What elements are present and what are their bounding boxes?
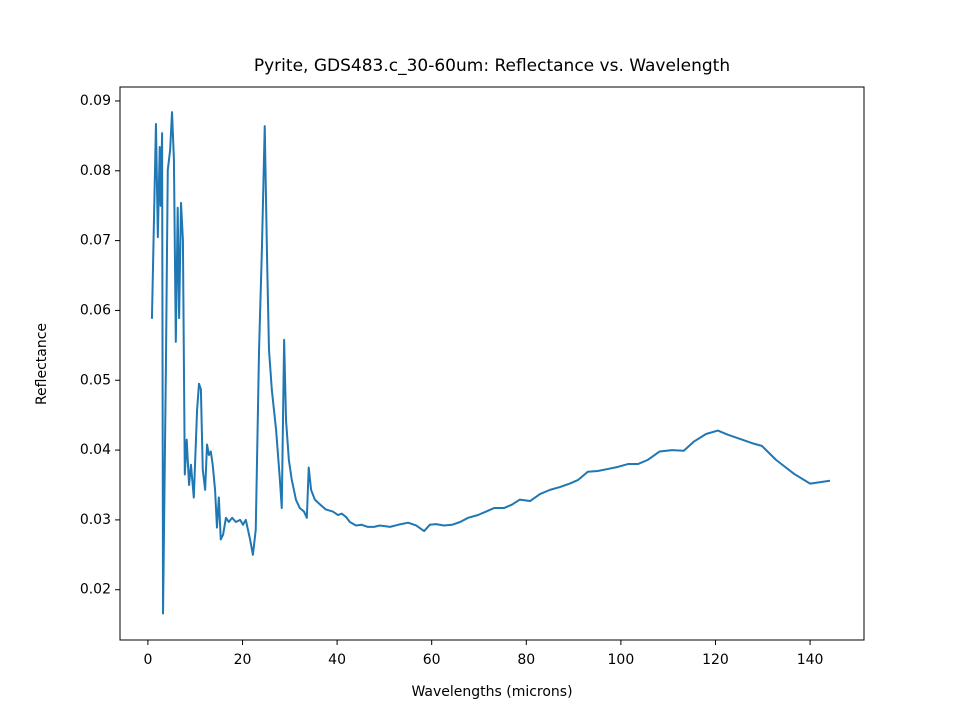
y-tick-label: 0.08 — [80, 163, 111, 179]
x-tick-label: 20 — [234, 652, 252, 668]
x-tick-label: 0 — [143, 652, 152, 668]
y-tick-label: 0.05 — [80, 372, 111, 388]
y-tick-label: 0.07 — [80, 233, 111, 249]
data-line — [150, 111, 831, 615]
y-tick-label: 0.06 — [80, 302, 111, 318]
x-tick-label: 140 — [797, 652, 824, 668]
plot-frame — [119, 86, 865, 641]
x-tick-label: 80 — [517, 652, 535, 668]
y-tick-label: 0.03 — [80, 512, 111, 528]
x-tick-label: 100 — [608, 652, 635, 668]
y-axis-label: Reflectance — [34, 323, 50, 405]
x-tick-label: 120 — [702, 652, 729, 668]
y-tick-label: 0.04 — [80, 442, 111, 458]
x-axis-label: Wavelengths (microns) — [411, 684, 572, 700]
y-tick-label: 0.09 — [80, 93, 111, 109]
x-tick-label: 60 — [423, 652, 441, 668]
chart-title: Pyrite, GDS483.c_30-60um: Reflectance vs… — [254, 56, 730, 76]
x-tick-label: 40 — [328, 652, 346, 668]
y-tick-label: 0.02 — [80, 582, 111, 598]
